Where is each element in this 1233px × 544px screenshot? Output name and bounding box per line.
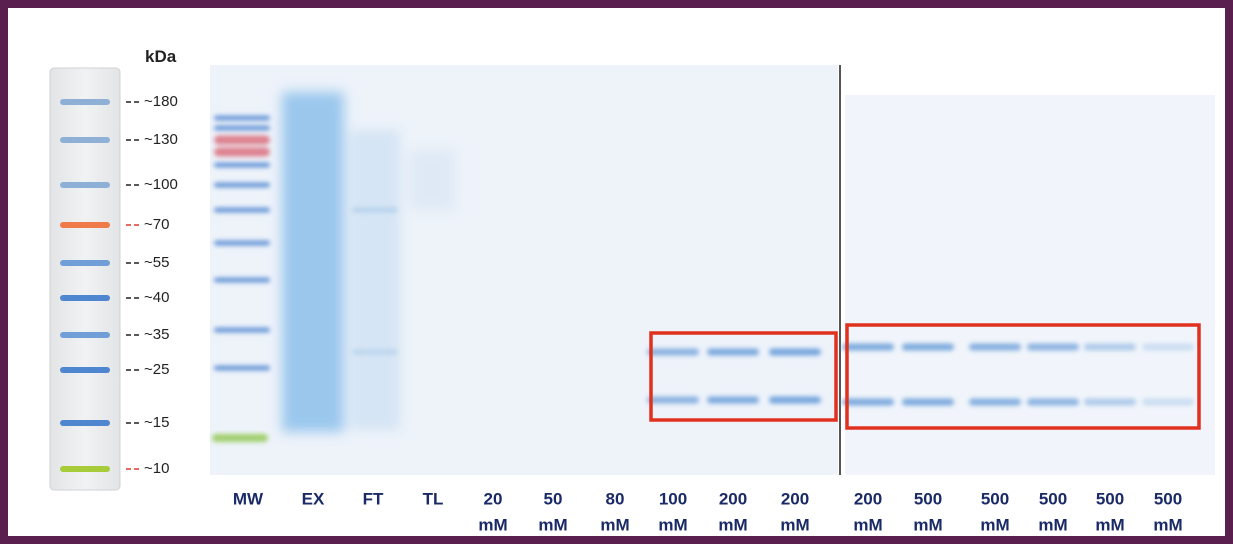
band bbox=[1084, 344, 1136, 351]
ladder-band bbox=[60, 420, 110, 426]
band bbox=[647, 349, 699, 356]
ladder-label: ~55 bbox=[144, 254, 169, 271]
lane-label: mM bbox=[853, 515, 882, 534]
band bbox=[214, 126, 270, 131]
ladder-band bbox=[60, 295, 110, 301]
band bbox=[902, 399, 954, 406]
ladder-label: ~25 bbox=[144, 361, 169, 378]
lane-label: mM bbox=[913, 515, 942, 534]
lane-label: mM bbox=[538, 515, 567, 534]
band bbox=[1027, 399, 1079, 406]
ladder-label: ~15 bbox=[144, 414, 169, 431]
ladder-unit: kDa bbox=[145, 47, 177, 66]
gel-right bbox=[845, 95, 1215, 475]
lane-label: mM bbox=[1038, 515, 1067, 534]
lane-label: 100 bbox=[659, 489, 687, 508]
lane-label: 200 bbox=[854, 489, 882, 508]
band bbox=[214, 328, 270, 333]
ladder-band bbox=[60, 182, 110, 188]
band bbox=[842, 344, 894, 351]
band bbox=[214, 116, 270, 121]
lane-label: 500 bbox=[1096, 489, 1124, 508]
band bbox=[842, 399, 894, 406]
lane-label: mM bbox=[478, 515, 507, 534]
lane-label: mM bbox=[600, 515, 629, 534]
ladder-band bbox=[60, 367, 110, 373]
lane-label: mM bbox=[980, 515, 1009, 534]
band bbox=[769, 397, 821, 404]
band bbox=[647, 397, 699, 404]
lane-label: MW bbox=[233, 489, 264, 508]
band bbox=[707, 349, 759, 356]
ladder-panel bbox=[50, 68, 120, 490]
ladder-label: ~130 bbox=[144, 131, 178, 148]
band bbox=[707, 397, 759, 404]
lane-label: mM bbox=[1095, 515, 1124, 534]
band bbox=[969, 399, 1021, 406]
ladder-label: ~40 bbox=[144, 289, 169, 306]
lane-label: 500 bbox=[981, 489, 1009, 508]
lane-label: 50 bbox=[544, 489, 563, 508]
lane-label: 500 bbox=[914, 489, 942, 508]
lane-label: TL bbox=[423, 489, 444, 508]
band bbox=[214, 208, 270, 213]
band bbox=[214, 241, 270, 246]
ladder-band bbox=[60, 222, 110, 228]
band bbox=[214, 183, 270, 188]
ladder-label: ~180 bbox=[144, 93, 178, 110]
ladder-band bbox=[60, 137, 110, 143]
ladder-band bbox=[60, 466, 110, 472]
lane-label: 200 bbox=[781, 489, 809, 508]
lane-label: 500 bbox=[1039, 489, 1067, 508]
ladder-band bbox=[60, 332, 110, 338]
band bbox=[969, 344, 1021, 351]
lane-label: mM bbox=[1153, 515, 1182, 534]
band bbox=[1142, 399, 1194, 406]
band bbox=[214, 366, 270, 371]
lane-label: mM bbox=[780, 515, 809, 534]
lane-label: 80 bbox=[606, 489, 625, 508]
ladder-label: ~10 bbox=[144, 460, 169, 477]
lane-label: mM bbox=[718, 515, 747, 534]
band bbox=[214, 278, 270, 283]
band bbox=[902, 344, 954, 351]
band bbox=[1084, 399, 1136, 406]
ladder-band bbox=[60, 260, 110, 266]
ladder-label: ~70 bbox=[144, 216, 169, 233]
ladder-label: ~100 bbox=[144, 176, 178, 193]
lane-label: 500 bbox=[1154, 489, 1182, 508]
figure: kDa ~180 ~130 ~100 ~70 ~55 ~40 ~35 ~25 ~15 ~10 MW E… bbox=[0, 0, 1233, 544]
lane-label: EX bbox=[302, 489, 325, 508]
band bbox=[214, 148, 270, 157]
band bbox=[214, 136, 270, 145]
band bbox=[212, 434, 268, 442]
ladder-label: ~35 bbox=[144, 326, 169, 343]
lane-label: 200 bbox=[719, 489, 747, 508]
band bbox=[214, 163, 270, 168]
band bbox=[1142, 344, 1194, 351]
band bbox=[769, 349, 821, 356]
lane-label: FT bbox=[363, 489, 384, 508]
band bbox=[1027, 344, 1079, 351]
lane-label: mM bbox=[658, 515, 687, 534]
ladder-band bbox=[60, 99, 110, 105]
lane-label: 20 bbox=[484, 489, 503, 508]
